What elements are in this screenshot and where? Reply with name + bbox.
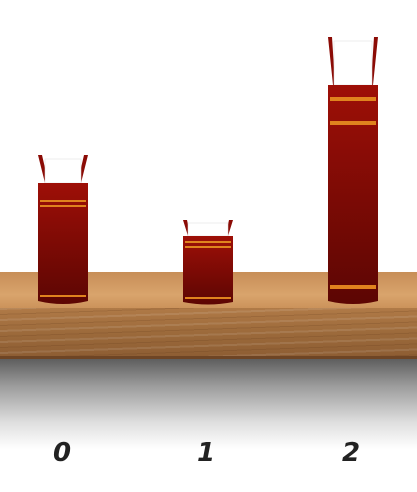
shelf-shadow [0,359,417,449]
book-1-graphic [183,220,233,305]
book-0-graphic [38,155,88,304]
shelf-edge [0,356,417,359]
book-1-label: 1 [196,438,216,468]
shelf-front-panel [0,308,417,358]
book-0-label: 0 [52,438,72,468]
book-2-graphic [328,37,378,304]
book-0[interactable] [36,155,90,307]
book-2-label: 2 [341,438,361,468]
book-2[interactable] [326,37,380,307]
book-1[interactable] [181,220,235,307]
